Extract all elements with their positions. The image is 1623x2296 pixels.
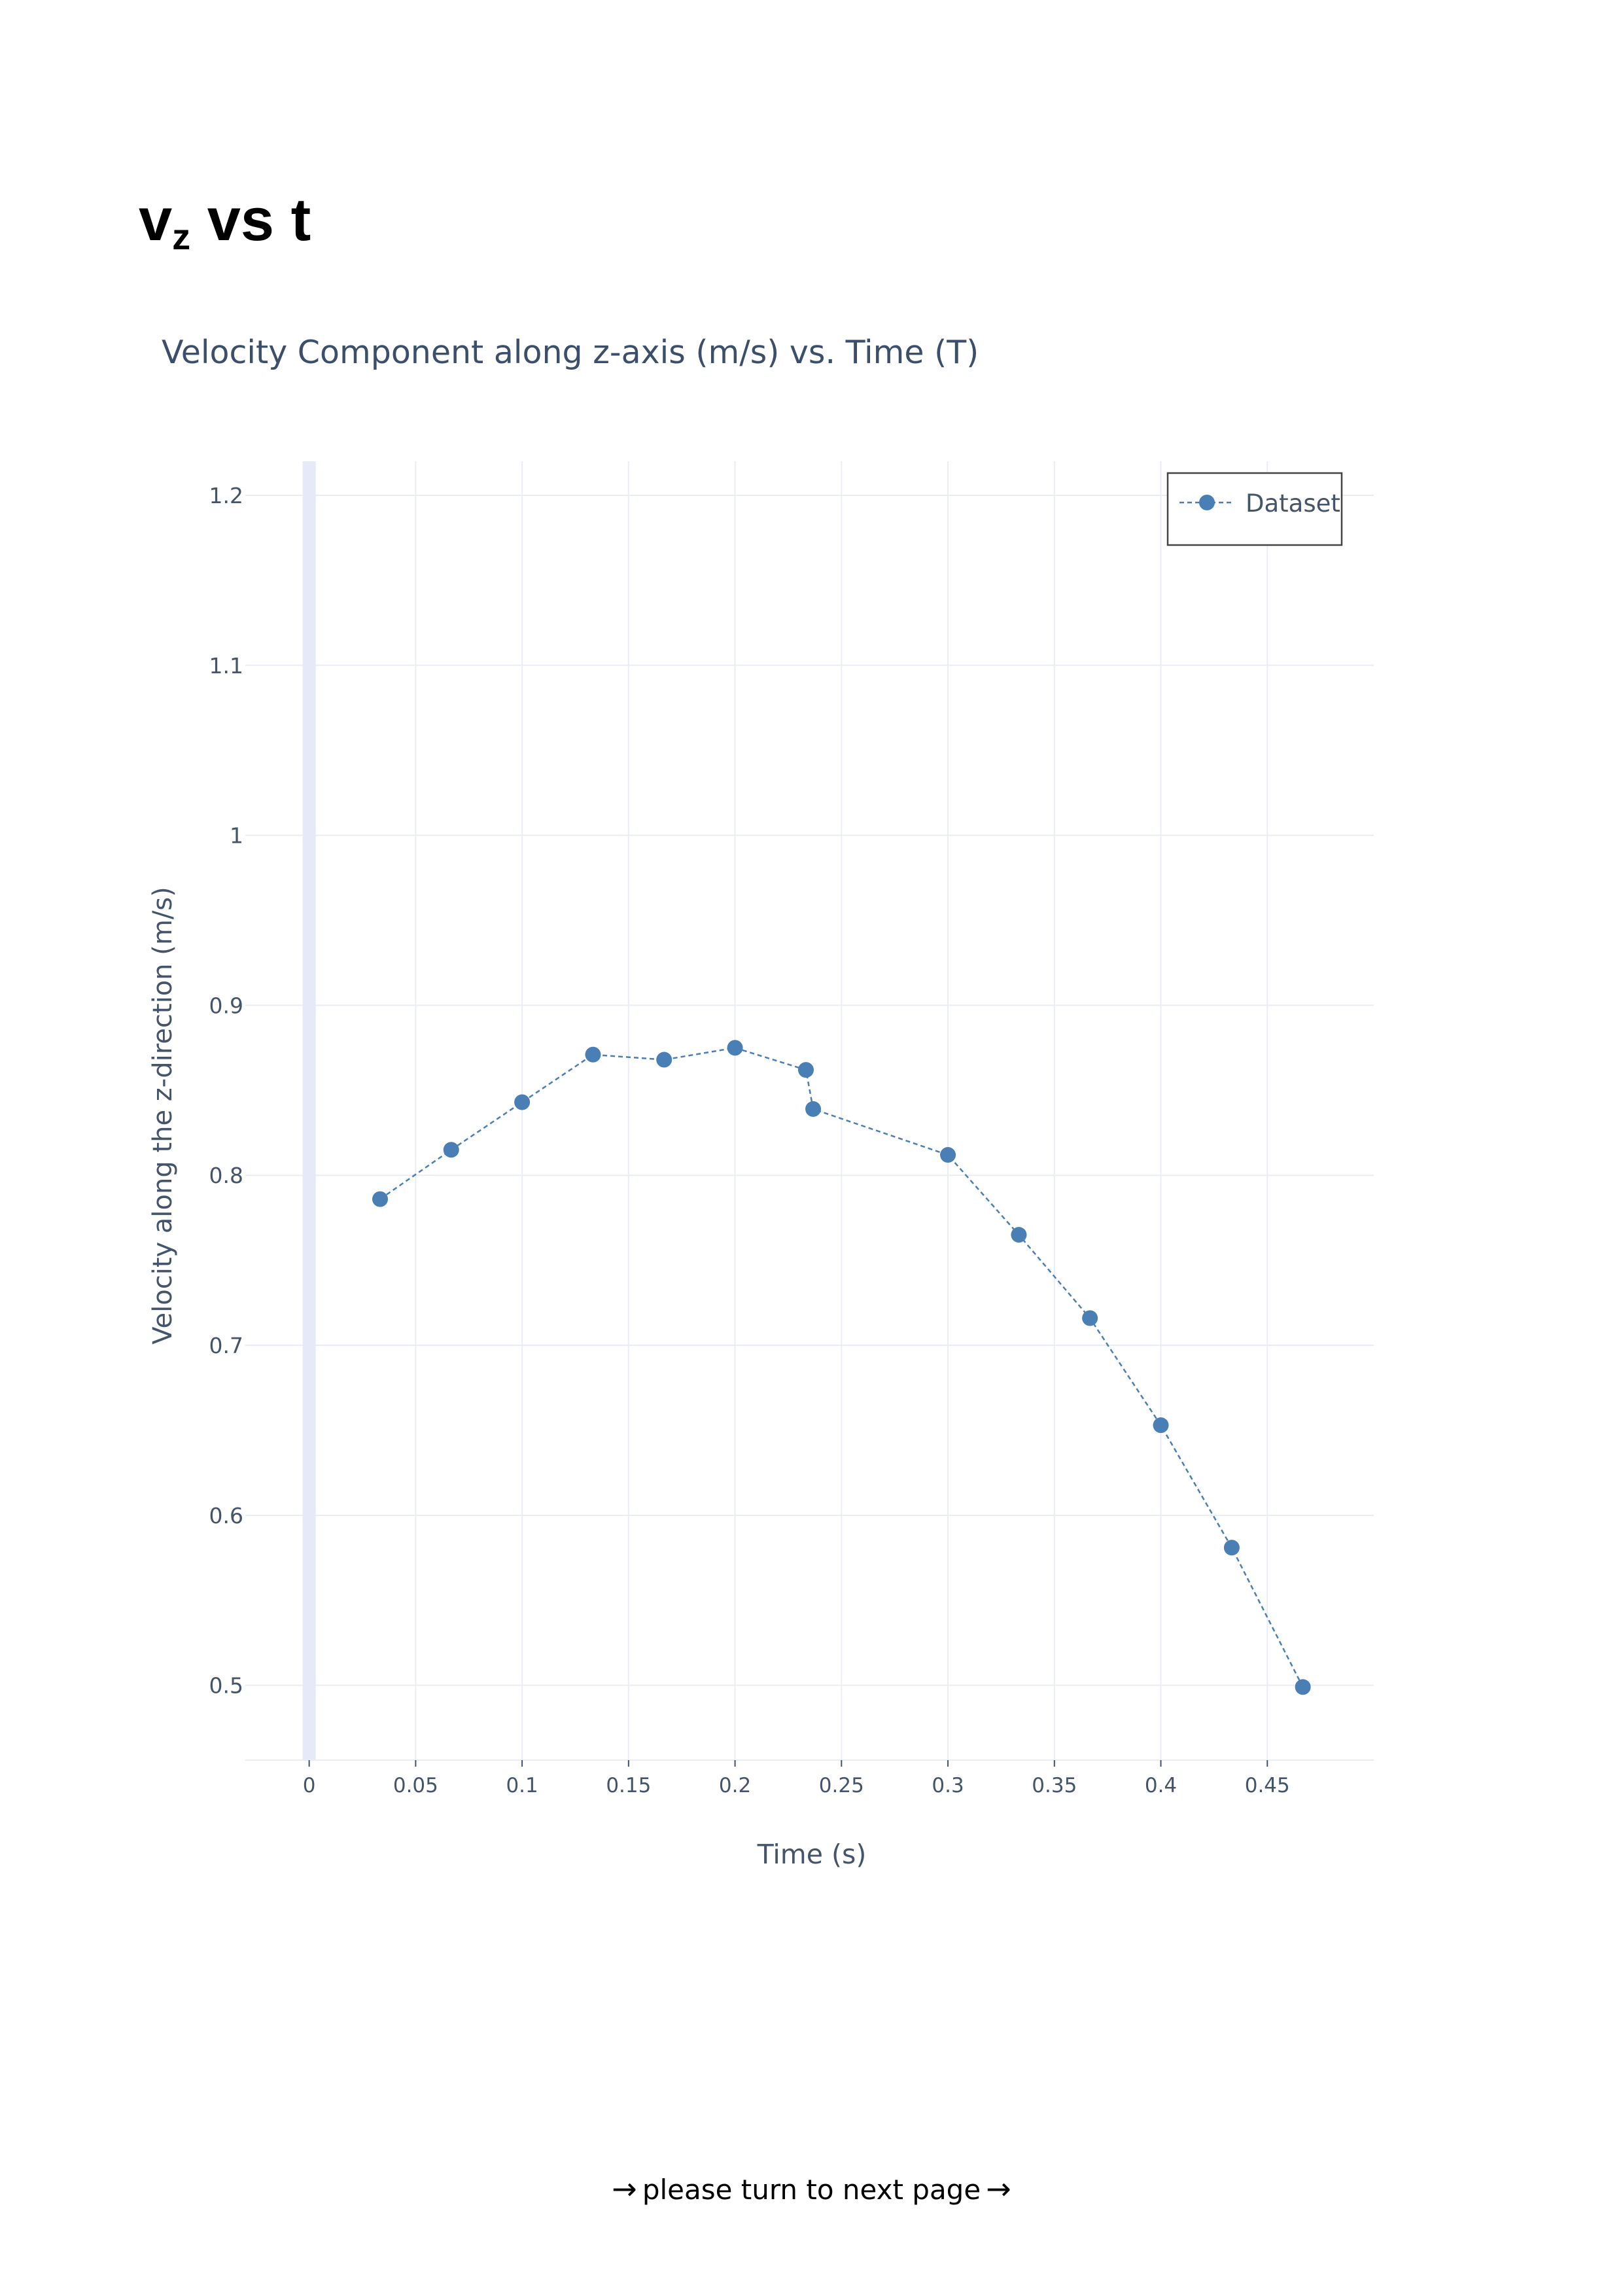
data-point <box>656 1051 672 1068</box>
data-point <box>727 1040 743 1056</box>
chart-title: Velocity Component along z-axis (m/s) vs… <box>162 334 979 371</box>
x-tick-label: 0.45 <box>1245 1774 1290 1797</box>
series-line-dataset <box>379 1047 1304 1687</box>
y-gridlines <box>245 494 1374 1686</box>
y-axis-label: Velocity along the z-direction (m/s) <box>148 887 178 1344</box>
legend-box <box>1166 472 1343 546</box>
data-point <box>1223 1540 1240 1556</box>
legend[interactable]: Dataset <box>1166 472 1343 546</box>
y-tick-label: 0.9 <box>209 993 243 1018</box>
heading-rest: vs t <box>190 186 311 253</box>
x-zero-line <box>302 461 316 1760</box>
arrow-right-icon: → <box>612 2171 637 2206</box>
data-point <box>372 1191 389 1207</box>
footer-note: → please turn to next page → <box>0 2171 1623 2206</box>
x-tick-label: 0.35 <box>1032 1774 1077 1797</box>
x-tick-label: 0.2 <box>719 1774 751 1797</box>
x-tick-label: 0.15 <box>606 1774 651 1797</box>
legend-marker-sample <box>1199 495 1215 510</box>
y-tick-label: 1.2 <box>209 483 243 508</box>
x-axis-ticks <box>308 1760 1268 1767</box>
arrow-right-icon: → <box>986 2171 1011 2206</box>
data-point <box>1082 1310 1098 1326</box>
x-tick-label: 0.4 <box>1145 1774 1177 1797</box>
x-tick-label: 0.05 <box>393 1774 438 1797</box>
x-tick-label: 0.25 <box>819 1774 864 1797</box>
y-tick-label: 0.5 <box>209 1673 243 1699</box>
data-point <box>1011 1227 1027 1243</box>
footer-text: please turn to next page <box>642 2174 981 2206</box>
x-tick-label: 0.1 <box>506 1774 538 1797</box>
x-gridlines <box>415 461 1268 1760</box>
data-point <box>1153 1417 1169 1434</box>
series-markers-dataset <box>372 1040 1311 1695</box>
y-tick-label: 0.7 <box>209 1333 243 1358</box>
data-point <box>443 1142 459 1158</box>
page-heading: vz vs t <box>139 190 311 255</box>
x-axis-label: Time (s) <box>757 1839 867 1870</box>
data-point <box>940 1147 956 1163</box>
data-point <box>585 1046 601 1063</box>
y-tick-label: 1 <box>230 823 243 849</box>
legend-label: Dataset <box>1246 489 1340 518</box>
y-tick-label: 0.8 <box>209 1163 243 1188</box>
data-point <box>797 1062 814 1078</box>
heading-subscript: z <box>172 216 191 257</box>
x-tick-label: 0.3 <box>932 1774 964 1797</box>
data-point <box>1295 1679 1311 1695</box>
x-tick-label: 0 <box>303 1774 316 1797</box>
heading-base: v <box>139 186 173 253</box>
x-axis-tick-labels: 0 0.05 0.1 0.15 0.2 0.25 0.3 0.35 0.4 0.45 <box>303 1774 1290 1797</box>
y-axis-tick-labels: 0.5 0.6 0.7 0.8 0.9 1 1.1 1.2 <box>209 483 243 1699</box>
data-point <box>514 1094 531 1110</box>
y-tick-label: 1.1 <box>209 653 243 679</box>
y-tick-label: 0.6 <box>209 1503 243 1528</box>
data-point <box>805 1101 822 1117</box>
